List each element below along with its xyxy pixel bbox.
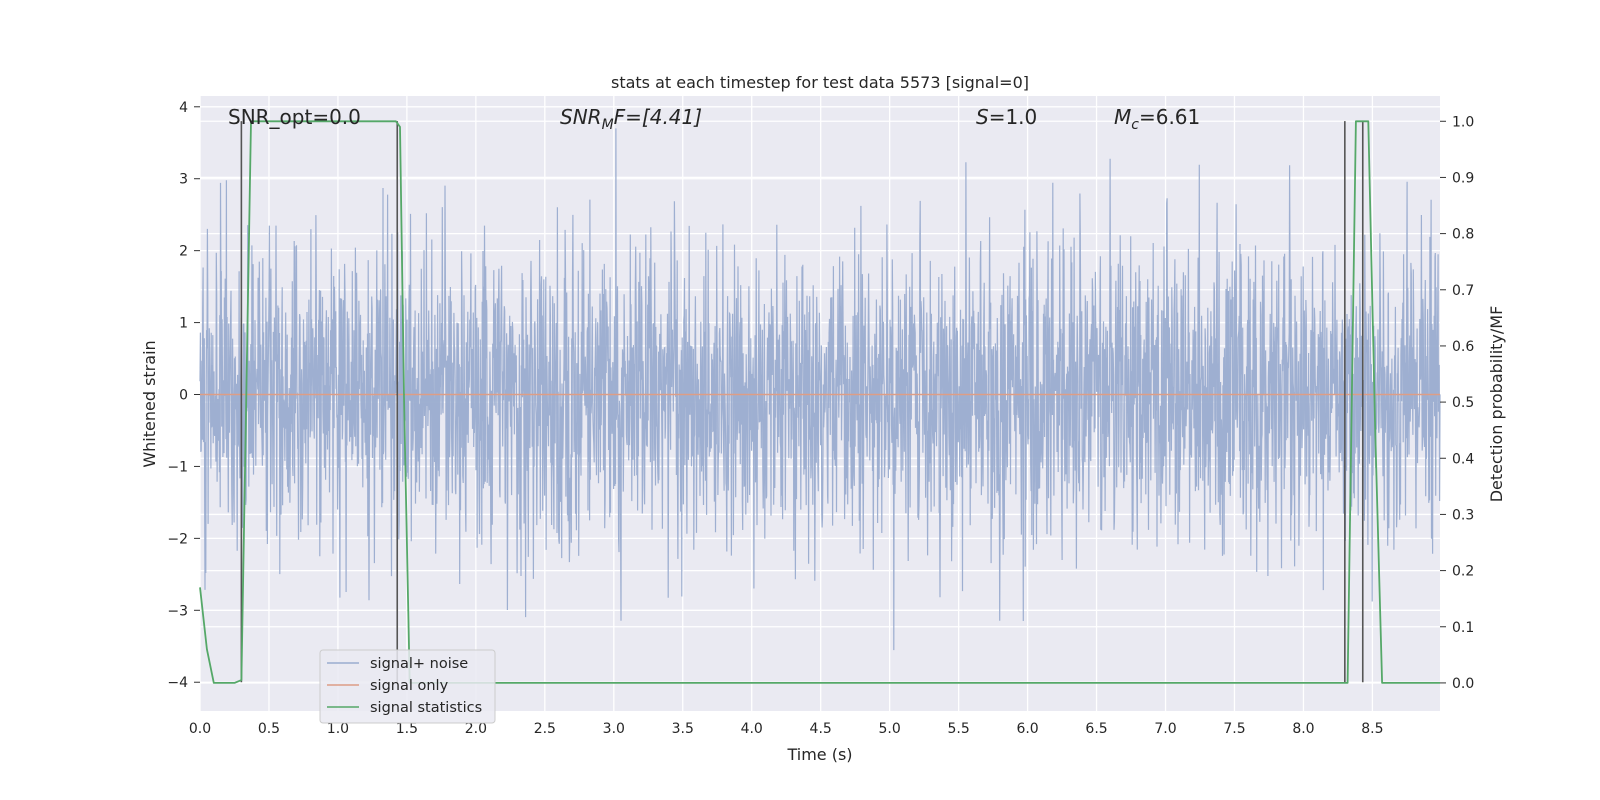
- x-tick-label: 4.5: [810, 721, 832, 737]
- right-y-tick-label: 0.9: [1452, 170, 1474, 186]
- chart-title: stats at each timestep for test data 557…: [611, 73, 1029, 92]
- x-tick-label: 8.5: [1361, 721, 1383, 737]
- snr-mf-rest: F=[4.41]: [614, 105, 702, 129]
- mc-sub: c: [1131, 117, 1139, 133]
- x-axis-label: Time (s): [786, 745, 852, 764]
- x-tick-label: 5.0: [879, 721, 901, 737]
- s-var: S: [976, 105, 989, 129]
- x-tick-label: 3.5: [672, 721, 694, 737]
- right-y-tick-label: 0.2: [1452, 564, 1474, 580]
- left-y-tick-label: −3: [167, 603, 188, 619]
- right-y-tick-label: 0.3: [1452, 507, 1474, 523]
- right-y-tick-label: 0.1: [1452, 620, 1474, 636]
- left-y-tick-label: −4: [167, 675, 188, 691]
- mc-rest: =6.61: [1139, 105, 1200, 129]
- signal-plus-noise-line: [199, 128, 1441, 651]
- legend-label-signal-statistics: signal statistics: [370, 700, 482, 716]
- right-y-tick-label: 0.6: [1452, 339, 1474, 355]
- left-y-tick-label: 3: [179, 172, 188, 188]
- x-tick-label: 2.0: [465, 721, 487, 737]
- left-y-axis-label: Whitened strain: [140, 340, 159, 467]
- x-tick-label: 0.5: [258, 721, 280, 737]
- annotation-mc: Mc=6.61: [1114, 105, 1200, 133]
- annotation-snr-mf: SNRMF=[4.41]: [560, 105, 702, 133]
- x-tick-label: 3.0: [603, 721, 625, 737]
- snr-mf-base: SNR: [560, 105, 602, 129]
- legend-label-signal-only: signal only: [370, 678, 449, 694]
- x-tick-label: 7.0: [1154, 721, 1176, 737]
- x-tick-label: 6.5: [1085, 721, 1107, 737]
- x-tick-label: 4.0: [741, 721, 763, 737]
- left-y-tick-label: 0: [179, 388, 188, 404]
- right-y-tick-label: 0.5: [1452, 395, 1474, 411]
- legend-label-signal-plus-noise: signal+ noise: [370, 656, 468, 672]
- x-tick-label: 7.5: [1223, 721, 1245, 737]
- right-y-tick-label: 0.8: [1452, 227, 1474, 243]
- left-y-axis-ticks: −4 −3 −2 −1 0 1 2 3 4: [167, 100, 200, 691]
- s-rest: =1.0: [989, 105, 1038, 129]
- right-y-tick-label: 0.7: [1452, 283, 1474, 299]
- legend: signal+ noise signal only signal statist…: [319, 649, 496, 724]
- marker-vertical-lines: [240, 121, 1364, 683]
- right-y-tick-label: 0.0: [1452, 676, 1474, 692]
- annotation-snr-opt: SNR_opt=0.0: [228, 105, 361, 129]
- x-tick-label: 5.5: [947, 721, 969, 737]
- annotation-s: S=1.0: [976, 105, 1037, 129]
- x-tick-label: 6.0: [1016, 721, 1038, 737]
- x-axis-ticks: 0.0 0.5 1.0 1.5 2.0 2.5 3.0 3.5 4.0 4.5 5.0 5.5 6.0 6…: [189, 721, 1384, 737]
- x-tick-label: 1.5: [396, 721, 418, 737]
- legend-box: [319, 649, 496, 724]
- mc-var: M: [1114, 105, 1131, 129]
- left-y-tick-label: −1: [167, 459, 188, 475]
- right-y-tick-label: 0.4: [1452, 451, 1474, 467]
- right-y-axis-ticks: 0.0 0.1 0.2 0.3 0.4 0.5 0.6 0.7 0.8 0.9 1.0: [1440, 114, 1474, 692]
- x-tick-label: 1.0: [327, 721, 349, 737]
- left-y-tick-label: 2: [179, 244, 188, 260]
- x-tick-label: 8.0: [1292, 721, 1314, 737]
- right-y-tick-label: 1.0: [1452, 114, 1474, 130]
- series-signal-plus-noise: [199, 128, 1441, 651]
- right-y-axis-label: Detection probability/MF: [1487, 306, 1506, 503]
- left-y-tick-label: −2: [167, 531, 188, 547]
- x-tick-label: 0.0: [189, 721, 211, 737]
- left-y-tick-label: 1: [179, 316, 188, 332]
- snr-mf-sub: M: [602, 117, 614, 133]
- x-tick-label: 2.5: [534, 721, 556, 737]
- left-y-tick-label: 4: [179, 100, 188, 116]
